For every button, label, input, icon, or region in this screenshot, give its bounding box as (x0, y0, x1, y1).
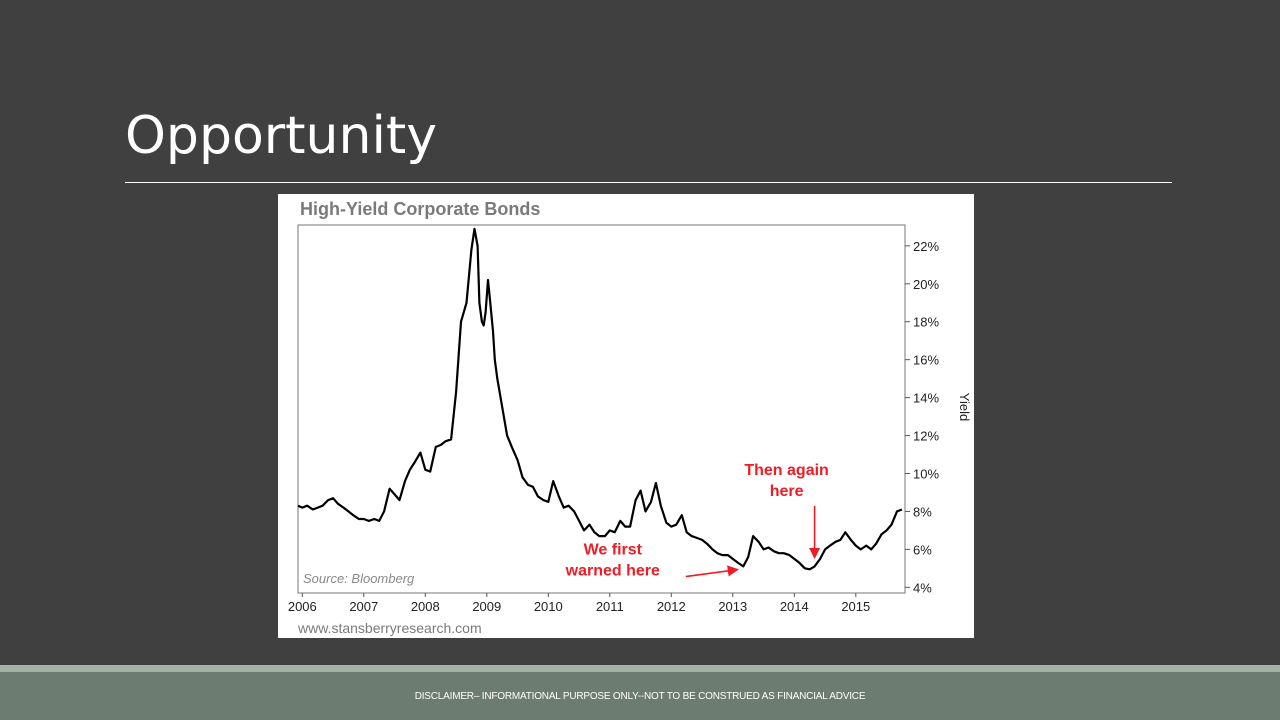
source-note: Source: Bloomberg (303, 571, 415, 586)
slide-title: Opportunity (125, 106, 438, 166)
annotation-text: We first (584, 542, 643, 559)
footer-accent-bar (0, 665, 1280, 672)
chart-title: High-Yield Corporate Bonds (300, 199, 540, 219)
x-tick-label: 2008 (411, 599, 440, 614)
y-tick-label: 8% (913, 504, 932, 519)
annotation-arrow (685, 565, 739, 578)
y-tick-label: 22% (913, 239, 939, 254)
x-tick-label: 2014 (780, 599, 809, 614)
x-tick-label: 2009 (472, 599, 501, 614)
y-tick-label: 14% (913, 391, 939, 406)
y-tick-label: 18% (913, 315, 939, 330)
y-tick-label: 20% (913, 277, 939, 292)
yield-chart: High-Yield Corporate Bonds 4% 6% 8% 10% 12% 1… (288, 199, 972, 636)
y-axis-label: Yield (957, 393, 972, 421)
x-tick-label: 2007 (349, 599, 378, 614)
annotation-text: Then again (744, 462, 828, 479)
x-tick-label: 2012 (657, 599, 686, 614)
y-axis: 4% 6% 8% 10% 12% 14% 16% 18% 20% 22% (905, 239, 939, 595)
chart-card: High-Yield Corporate Bonds 4% 6% 8% 10% 12% 1… (278, 194, 974, 638)
y-tick-label: 4% (913, 580, 932, 595)
x-tick-label: 2010 (534, 599, 563, 614)
yield-series-line (297, 227, 903, 571)
y-tick-label: 12% (913, 429, 939, 444)
title-divider (125, 182, 1172, 183)
y-tick-label: 6% (913, 542, 932, 557)
y-tick-label: 16% (913, 353, 939, 368)
watermark-url: www.stansberryresearch.com (297, 620, 482, 636)
x-tick-label: 2013 (718, 599, 747, 614)
plot-frame (297, 224, 906, 594)
x-tick-label: 2011 (596, 599, 624, 614)
footer-bar: DISCLAIMER– INFORMATIONAL PURPOSE ONLY--… (0, 672, 1280, 720)
x-axis: 2006 2007 2008 2009 2010 2011 2012 2013 2014 2015 (288, 593, 870, 614)
annotation-text: warned here (565, 563, 660, 580)
annotation-text: here (770, 483, 804, 500)
x-tick-label: 2006 (288, 599, 317, 614)
x-tick-label: 2015 (841, 599, 870, 614)
disclaimer-text: DISCLAIMER– INFORMATIONAL PURPOSE ONLY--… (414, 690, 866, 702)
y-tick-label: 10% (913, 466, 939, 481)
chart-annotations: We first warned here Then again here (565, 462, 829, 580)
